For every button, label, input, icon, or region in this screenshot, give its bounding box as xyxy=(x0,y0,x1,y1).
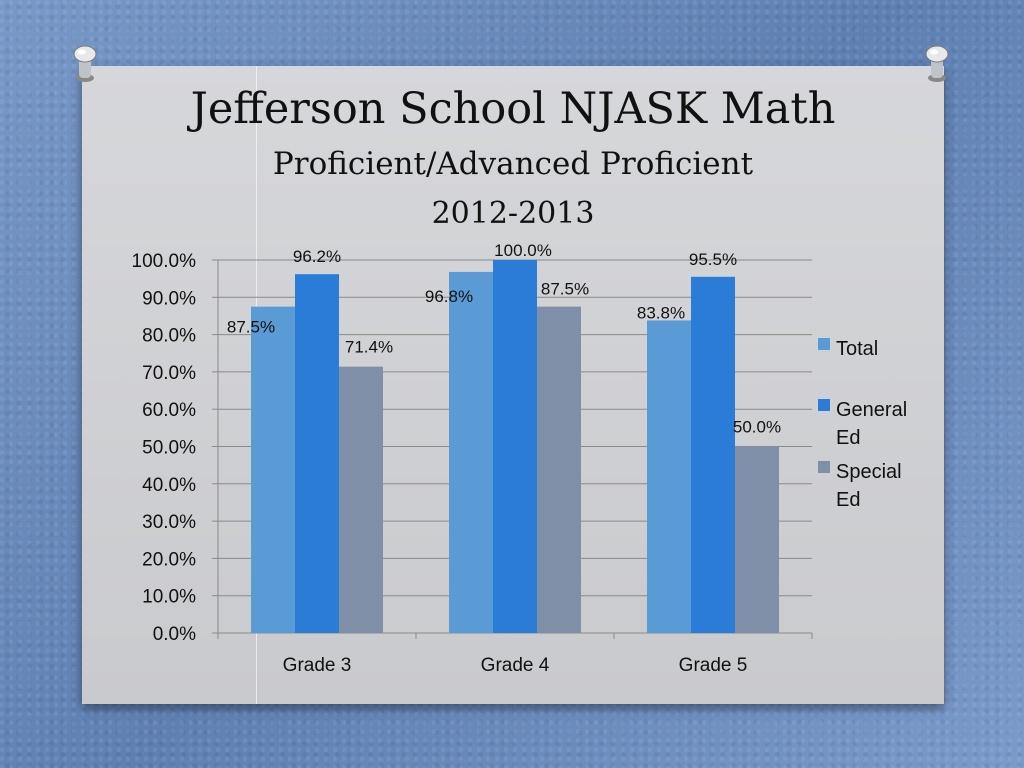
chart-title: Jefferson School NJASK Math xyxy=(190,84,836,134)
y-tick-label: 10.0% xyxy=(142,587,196,608)
chart-subtitle-year: 2012-2013 xyxy=(431,196,595,231)
data-label: 95.5% xyxy=(689,250,737,269)
legend-label: Total xyxy=(836,338,878,360)
right-pushpin-icon xyxy=(925,45,949,82)
legend-label: Special Ed xyxy=(836,461,902,511)
bar xyxy=(449,271,493,633)
y-tick-label: 100.0% xyxy=(132,251,197,272)
bar xyxy=(339,366,383,633)
left-pushpin-icon xyxy=(73,45,97,82)
y-tick-label: 60.0% xyxy=(142,400,196,421)
data-label: 96.8% xyxy=(425,287,473,306)
data-label: 96.2% xyxy=(293,247,341,266)
bar xyxy=(251,306,295,633)
y-tick-label: 40.0% xyxy=(142,475,196,496)
data-label: 100.0% xyxy=(494,241,552,260)
y-tick-label: 30.0% xyxy=(142,512,196,533)
x-tick-label: Grade 3 xyxy=(283,655,352,676)
x-tick-label: Grade 5 xyxy=(679,655,748,676)
y-tick-label: 20.0% xyxy=(142,549,196,570)
bar xyxy=(691,276,735,633)
y-tick-label: 50.0% xyxy=(142,438,196,459)
chart-subtitle: Proficient/Advanced Proficient xyxy=(272,146,754,182)
legend-swatch xyxy=(818,399,830,411)
bar xyxy=(493,260,537,633)
data-label: 83.8% xyxy=(637,303,685,322)
legend-label: General Ed xyxy=(836,399,907,449)
data-label: 50.0% xyxy=(733,418,781,437)
y-tick-label: 80.0% xyxy=(142,326,196,347)
legend-swatch xyxy=(818,338,830,350)
data-label: 87.5% xyxy=(541,280,589,299)
x-tick-label: Grade 4 xyxy=(481,655,550,676)
bar xyxy=(295,274,339,633)
y-tick-label: 90.0% xyxy=(142,288,196,309)
bar xyxy=(647,320,691,633)
bar xyxy=(735,446,779,633)
data-label: 87.5% xyxy=(227,318,275,337)
data-label: 71.4% xyxy=(345,338,393,357)
y-tick-label: 70.0% xyxy=(142,363,196,384)
y-tick-label: 0.0% xyxy=(153,624,196,645)
bar xyxy=(537,306,581,633)
legend-swatch xyxy=(818,461,830,473)
